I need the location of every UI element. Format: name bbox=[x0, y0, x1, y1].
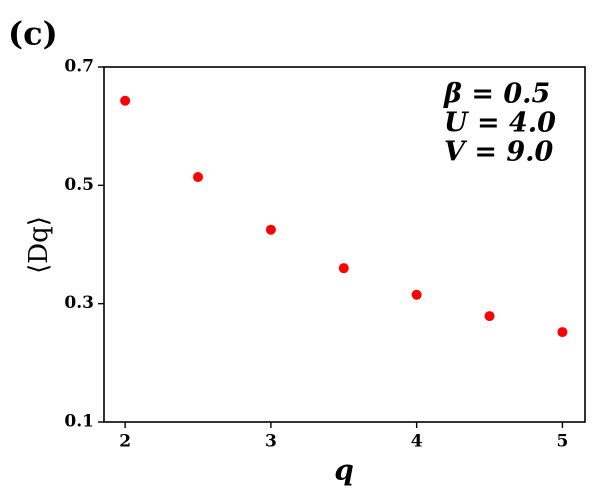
annotation: β = 0.5 bbox=[443, 79, 550, 110]
point bbox=[265, 224, 276, 235]
annotation: U = 4.0 bbox=[444, 108, 556, 139]
x-tick-label: 5 bbox=[556, 432, 568, 452]
y-tick-label: 0.5 bbox=[64, 175, 94, 195]
point bbox=[193, 172, 204, 183]
point bbox=[411, 289, 422, 300]
y-axis-label: ⟨Dq⟩ bbox=[24, 216, 54, 274]
point bbox=[484, 311, 495, 322]
y-tick-label: 0.1 bbox=[64, 412, 94, 432]
y-tick-label: 0.7 bbox=[64, 57, 94, 77]
x-tick-label: 4 bbox=[411, 432, 423, 452]
point bbox=[120, 95, 131, 106]
y-tick-label: 0.3 bbox=[64, 293, 94, 313]
panel-label: (c) bbox=[8, 15, 58, 53]
annotation: V = 9.0 bbox=[444, 137, 554, 168]
x-axis-label: q bbox=[334, 454, 354, 487]
x-tick-label: 3 bbox=[265, 432, 277, 452]
plot-frame bbox=[103, 66, 586, 423]
x-tick-label: 2 bbox=[119, 432, 131, 452]
point bbox=[338, 263, 349, 274]
point bbox=[557, 327, 568, 338]
